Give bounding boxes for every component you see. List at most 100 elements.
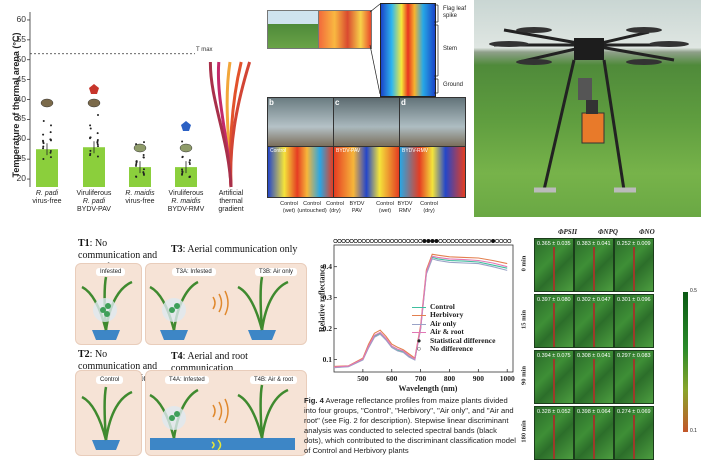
thermal-dot (96, 141, 99, 144)
thermal-dot (135, 163, 138, 166)
thermal-dot (89, 152, 92, 155)
significance-dot (507, 239, 512, 244)
thermal-dot (181, 155, 184, 158)
leaf-vein (633, 303, 635, 347)
phi-value: 0.398 ± 0.064 (577, 409, 611, 415)
zoom-lines (369, 3, 381, 95)
thermal-dot (188, 161, 191, 164)
significance-dot (390, 239, 395, 244)
t1-plant (81, 276, 133, 340)
aphid-icon (133, 143, 147, 153)
phi-tile: 0.383 ± 0.041 (574, 238, 614, 292)
phi-row-label: 0 min (520, 255, 528, 272)
phi-colorscale (683, 292, 688, 432)
phi-header-psii: ΦPSII (558, 228, 578, 236)
reflectance-frame (333, 244, 514, 373)
thermal-dot (96, 143, 99, 146)
phi-header-no: ΦNO (639, 228, 655, 236)
phi-tile: 0.365 ± 0.035 (534, 238, 574, 292)
significance-dot (458, 239, 463, 244)
legend-control: Control (412, 302, 495, 311)
reflectance-ytick-label: 0.3 (322, 292, 332, 302)
thermal-dot (142, 171, 145, 174)
thermal-dot (89, 127, 92, 130)
t4-plants (149, 384, 295, 451)
thermal-dot (49, 138, 52, 141)
reflectance-xtick-label: 800 (443, 374, 456, 383)
xlabel-line: BYDV-RMV (167, 206, 205, 213)
significance-dot (373, 239, 378, 244)
significance-dot (426, 239, 431, 244)
reflectance-legend: Control Herbivory Air only Air & root ● S… (412, 302, 496, 353)
thermal-dot (42, 142, 45, 145)
significance-dot (361, 239, 366, 244)
thermal-dot (96, 155, 99, 158)
thermal-dot (142, 168, 145, 171)
thermal-image-xlabel: BYDV RMV (397, 201, 413, 214)
badge-t3b: T3B: Air only (255, 268, 298, 276)
legend-stat-diff: ● Statistical difference (416, 335, 496, 345)
label-flag-leaf: Flag leaf (443, 6, 467, 12)
thermal-image-xlabel: Control (wet) (280, 201, 298, 214)
xlabel-line: R. padi (82, 198, 106, 205)
t4-title: T4: Aerial and root communication (171, 351, 248, 374)
panel-letter-b: b (269, 98, 274, 107)
thermal-image-xlabel: Control (dry) (326, 201, 344, 214)
significance-dot (422, 239, 427, 244)
thermal-ytick-label: 45 (16, 73, 26, 84)
significance-dot (466, 239, 471, 244)
gradient-leaf (229, 61, 252, 188)
xlabel-line: virus-free (125, 198, 155, 205)
thermal-dot (143, 141, 145, 144)
panel-b-thermal (267, 146, 334, 198)
thermal-dot (89, 149, 92, 152)
phi-row-label: 90 min (520, 366, 528, 385)
thermal-dot (97, 113, 99, 116)
reflectance-xlabel: Wavelength (nm) (398, 384, 458, 393)
phi-tile: 0.302 ± 0.047 (574, 294, 614, 348)
phi-value: 0.274 ± 0.069 (617, 409, 651, 415)
thermal-dot (42, 147, 45, 150)
phi-tile: 0.328 ± 0.052 (534, 406, 574, 460)
field-thermal (318, 10, 372, 49)
zoom-brackets (434, 4, 439, 94)
thermal-dot (49, 131, 52, 134)
thermal-image-xlabel: Control (dry) (420, 201, 438, 214)
series-line-air-only (333, 258, 508, 369)
badge-t4b: T4B: Air & root (250, 376, 298, 384)
thermal-dot (42, 145, 45, 148)
thermal-dot (142, 154, 145, 157)
panel-b-photo (267, 97, 334, 147)
thermal-plot (27, 12, 252, 188)
significance-dot (398, 239, 403, 244)
thermal-dot (42, 157, 45, 160)
significance-dot (357, 239, 362, 244)
thermal-image-xlabel: Control (wet) (376, 201, 394, 214)
thermal-ytick-label: 20 (16, 173, 26, 184)
tmax-label: T max (196, 47, 213, 53)
thermal-dot (96, 145, 99, 148)
reflectance-xtick-label: 900 (472, 374, 484, 383)
thermal-xlabel: R. maidis virus-free (116, 190, 164, 206)
significance-dot (345, 239, 350, 244)
phi-tile: 0.252 ± 0.009 (614, 238, 654, 292)
label-stem: Stem (443, 46, 458, 52)
significance-dot (333, 239, 338, 244)
significance-dot (418, 239, 423, 244)
xlabel-line: R. maidis (125, 190, 155, 197)
phi-scale-top: 0.5 (690, 288, 697, 294)
aphid-icon (87, 98, 101, 108)
phi-row-label: 15 min (520, 310, 528, 329)
significance-dot (487, 239, 492, 244)
thermal-dot (49, 151, 52, 154)
reflectance-ytick-label: 0.4 (322, 261, 332, 271)
thermal-ytick-label: 50 (16, 53, 26, 64)
thermal-image-xlabel: BYDV PAV (349, 201, 365, 214)
series-line-herbivory (333, 253, 508, 367)
leaf-vein (553, 247, 555, 291)
thermal-dot (181, 140, 184, 143)
xlabel-line: virus-free (32, 198, 62, 205)
thermal-dot (42, 119, 45, 122)
reflectance-xtick-label: 700 (414, 374, 427, 383)
significance-dot (406, 239, 411, 244)
